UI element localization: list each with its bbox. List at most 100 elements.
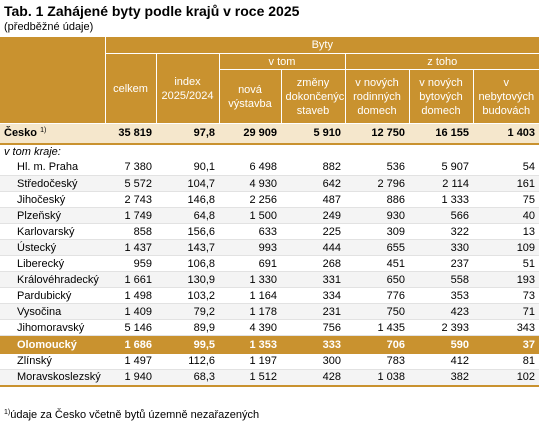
data-table: Byty celkem index 2025/2024 v tom z toho… — [0, 36, 539, 387]
total-row: Česko 1) 35 819 97,8 29 909 5 910 12 750… — [0, 123, 539, 144]
cell-bytove: 558 — [409, 271, 473, 288]
cell-index: 64,8 — [156, 207, 219, 224]
header-bytove-domy: v nových bytových domech — [408, 69, 473, 124]
cell-nebytove: 13 — [473, 223, 539, 240]
header-nebytove-budovy: v nebytových budovách — [472, 69, 539, 124]
cell-index: 104,7 — [156, 175, 219, 192]
cell-bytove: 2 114 — [409, 175, 473, 192]
section-label: v tom kraje: — [0, 142, 539, 160]
header-rodinne-domy: v nových rodinných domech — [344, 69, 409, 124]
cell-index: 146,8 — [156, 191, 219, 208]
cell-zmeny: 300 — [281, 353, 345, 370]
cell-rodinne: 655 — [345, 239, 409, 256]
cell-rodinne: 309 — [345, 223, 409, 240]
cell-nebytove: 161 — [473, 175, 539, 192]
region-name: Pardubický — [0, 287, 105, 304]
cell-rodinne: 650 — [345, 271, 409, 288]
cell-bytove: 412 — [409, 353, 473, 370]
cell-celkem: 5 146 — [105, 319, 156, 336]
footnote-marker: 1) — [4, 409, 11, 416]
cell-celkem: 1 686 — [105, 335, 156, 354]
cell-nova: 1 353 — [219, 335, 281, 354]
cell-bytove: 5 907 — [409, 159, 473, 176]
cell-celkem: 2 743 — [105, 191, 156, 208]
cell-celkem: 959 — [105, 255, 156, 272]
cell-nebytove: 81 — [473, 353, 539, 370]
cell-bytove: 322 — [409, 223, 473, 240]
cell-zmeny: 225 — [281, 223, 345, 240]
cell-rodinne: 1 038 — [345, 369, 409, 387]
region-name: Vysočina — [0, 303, 105, 320]
cell-rodinne: 776 — [345, 287, 409, 304]
table-row: Vysočina 1 409 79,2 1 178 231 750 423 71 — [0, 303, 539, 320]
header-corner — [0, 36, 105, 124]
cell-nova: 993 — [219, 239, 281, 256]
cell-nebytove: 73 — [473, 287, 539, 304]
region-name: Olomoucký — [0, 335, 105, 354]
cell-rodinne: 750 — [345, 303, 409, 320]
region-name: Královéhradecký — [0, 271, 105, 288]
cell-nova: 1 512 — [219, 369, 281, 387]
cell-zmeny: 333 — [281, 335, 345, 354]
region-name: Liberecký — [0, 255, 105, 272]
cell-nova: 1 197 — [219, 353, 281, 370]
cell-zmeny: 756 — [281, 319, 345, 336]
cell-index: 156,6 — [156, 223, 219, 240]
cell-bytove: 353 — [409, 287, 473, 304]
cell-nova: 1 330 — [219, 271, 281, 288]
cell-rodinne: 930 — [345, 207, 409, 224]
cell-nebytove: 40 — [473, 207, 539, 224]
cell-index: 79,2 — [156, 303, 219, 320]
cell-index: 89,9 — [156, 319, 219, 336]
cell-nebytove: 51 — [473, 255, 539, 272]
cell-nova: 6 498 — [219, 159, 281, 176]
region-name: Ústecký — [0, 239, 105, 256]
section-row: v tom kraje: — [0, 142, 539, 160]
cell-celkem: 1 497 — [105, 353, 156, 370]
cell-rodinne: 1 435 — [345, 319, 409, 336]
header-zmeny: změny dokončených staveb — [280, 69, 345, 124]
cell-celkem: 858 — [105, 223, 156, 240]
footnote-text: údaje za Česko včetně bytů územně nezařa… — [10, 409, 260, 421]
cell-zmeny: 231 — [281, 303, 345, 320]
cell-celkem: 1 749 — [105, 207, 156, 224]
cell-nebytove: 343 — [473, 319, 539, 336]
cell-zmeny: 331 — [281, 271, 345, 288]
cell-index: 112,6 — [156, 353, 219, 370]
table-row: Karlovarský 858 156,6 633 225 309 322 13 — [0, 223, 539, 240]
cell-nebytove: 75 — [473, 191, 539, 208]
table-subtitle: (předběžné údaje) — [4, 21, 94, 33]
cell-nova: 1 178 — [219, 303, 281, 320]
cell-nova: 4 930 — [219, 175, 281, 192]
header-index: index 2025/2024 — [155, 53, 219, 124]
table-row: Středočeský 5 572 104,7 4 930 642 2 796 2 114 1… — [0, 175, 539, 192]
cell-nebytove: 71 — [473, 303, 539, 320]
table-row: Jihočeský 2 743 146,8 2 256 487 886 1 333 75 — [0, 191, 539, 208]
cell-zmeny: 642 — [281, 175, 345, 192]
cell-nebytove: 193 — [473, 271, 539, 288]
cell-bytove: 237 — [409, 255, 473, 272]
table-title: Tab. 1 Zahájené byty podle krajů v roce … — [4, 3, 300, 19]
region-name: Jihomoravský — [0, 319, 105, 336]
total-nebytove: 1 403 — [473, 123, 539, 144]
total-bytove: 16 155 — [409, 123, 473, 144]
cell-zmeny: 487 — [281, 191, 345, 208]
cell-nova: 691 — [219, 255, 281, 272]
table-row: Pardubický 1 498 103,2 1 164 334 776 353 73 — [0, 287, 539, 304]
cell-zmeny: 882 — [281, 159, 345, 176]
cell-celkem: 1 498 — [105, 287, 156, 304]
cell-rodinne: 451 — [345, 255, 409, 272]
region-name: Zlínský — [0, 353, 105, 370]
region-name: Moravskoslezský — [0, 369, 105, 387]
region-name: Karlovarský — [0, 223, 105, 240]
total-rodinne: 12 750 — [345, 123, 409, 144]
total-index: 97,8 — [156, 123, 219, 144]
table-row: Olomoucký 1 686 99,5 1 353 333 706 590 37 — [0, 335, 539, 354]
cell-rodinne: 2 796 — [345, 175, 409, 192]
cell-nebytove: 109 — [473, 239, 539, 256]
header-z-toho: z toho — [344, 53, 539, 70]
cell-bytove: 590 — [409, 335, 473, 354]
cell-index: 103,2 — [156, 287, 219, 304]
region-name: Plzeňský — [0, 207, 105, 224]
cell-nebytove: 37 — [473, 335, 539, 354]
